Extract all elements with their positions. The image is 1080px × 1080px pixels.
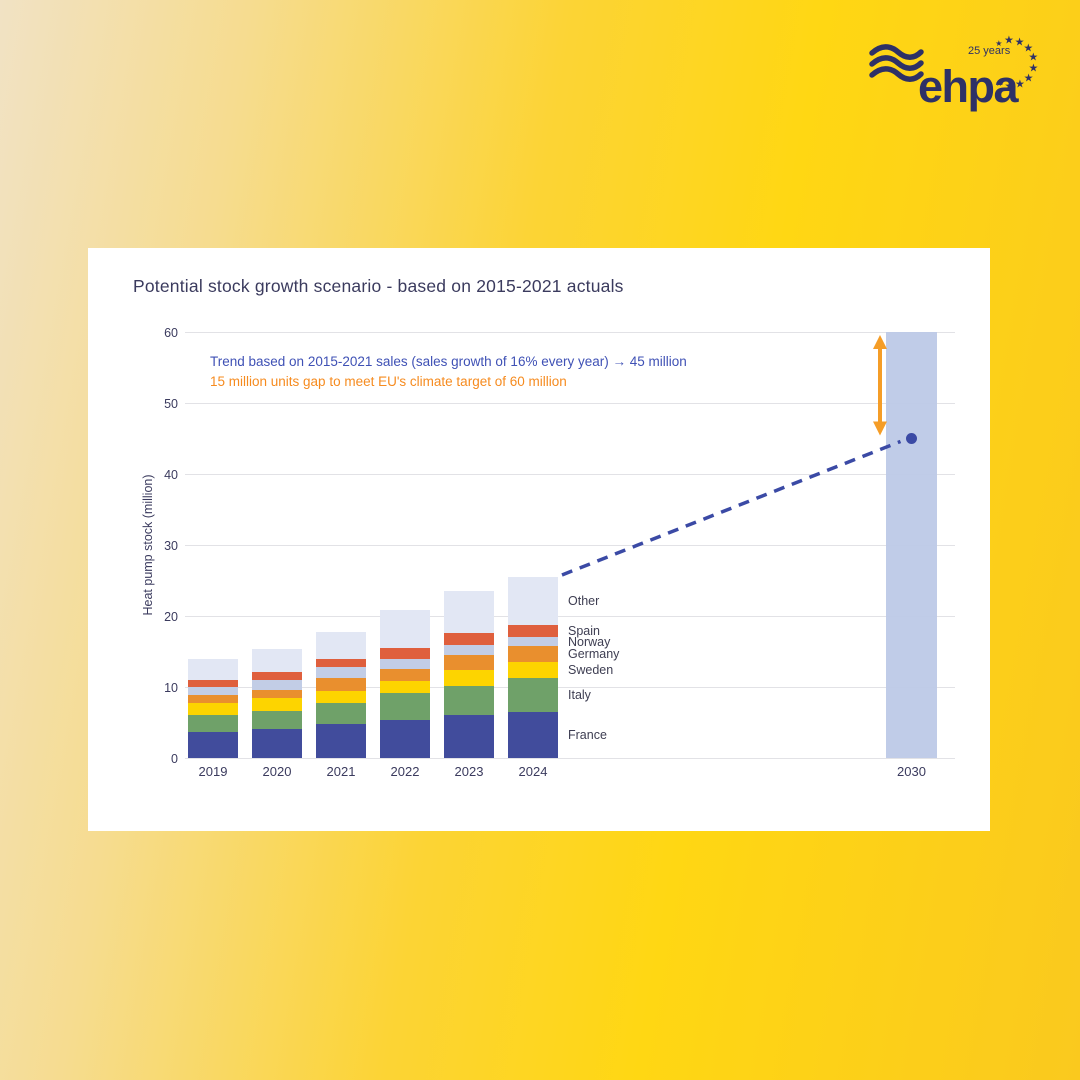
bar-segment-germany-2023 <box>444 655 494 670</box>
eu-star-icon: ★ <box>1028 51 1039 64</box>
y-tick-label: 30 <box>164 538 178 553</box>
gridline-20 <box>185 616 955 617</box>
bar-segment-spain-2021 <box>316 658 366 668</box>
x-tick-label-2019: 2019 <box>198 764 228 779</box>
projection-bar-2030 <box>886 332 937 758</box>
y-tick-label: 20 <box>164 609 178 624</box>
bar-segment-sweden-2023 <box>444 669 494 686</box>
eu-star-icon: ★ <box>995 39 1003 49</box>
bar-segment-france-2020 <box>252 728 302 758</box>
eu-star-icon: ★ <box>1023 72 1034 85</box>
bar-segment-norway-2019 <box>188 687 238 695</box>
bar-segment-spain-2019 <box>188 679 238 687</box>
ehpa-logo: ehpa 25 years ★ ★ ★ ★ ★ ★ ★ ★ ★ ★ <box>868 28 1048 112</box>
bar-segment-sweden-2024 <box>508 662 558 679</box>
eu-star-icon: ★ <box>1023 42 1034 55</box>
bar-segment-italy-2019 <box>188 715 238 733</box>
bar-segment-other-2024 <box>508 576 558 625</box>
chart-title: Potential stock growth scenario - based … <box>133 276 624 296</box>
y-tick-label: 40 <box>164 467 178 482</box>
x-tick-label-2023: 2023 <box>454 764 484 779</box>
eu-star-icon: ★ <box>1028 62 1039 75</box>
bar-segment-sweden-2019 <box>188 702 238 716</box>
legend-label-germany: Germany <box>568 646 620 661</box>
bar-segment-france-2021 <box>316 723 366 758</box>
bar-segment-italy-2024 <box>508 678 558 712</box>
bar-segment-france-2023 <box>444 714 494 758</box>
bar-segment-sweden-2020 <box>252 698 302 712</box>
bar-segment-sweden-2021 <box>316 691 366 704</box>
bar-segment-spain-2024 <box>508 624 558 638</box>
gridline-60 <box>185 332 955 333</box>
eu-star-icon: ★ <box>1015 78 1025 91</box>
legend-label-italy: Italy <box>568 688 591 703</box>
legend-label-sweden: Sweden <box>568 663 614 678</box>
bar-segment-france-2022 <box>380 720 430 758</box>
logo-anniversary-text: 25 years <box>968 45 1011 57</box>
legend-label-france: France <box>568 727 607 742</box>
bar-segment-germany-2020 <box>252 689 302 699</box>
bar-segment-spain-2023 <box>444 633 494 646</box>
legend-label-norway: Norway <box>568 634 611 649</box>
gridline-10 <box>185 687 955 688</box>
gridline-0 <box>185 758 955 759</box>
bar-segment-other-2023 <box>444 591 494 634</box>
bar-segment-germany-2022 <box>380 668 430 682</box>
annotation-trend: Trend based on 2015-2021 sales (sales gr… <box>210 354 687 369</box>
bar-segment-other-2019 <box>188 658 238 680</box>
legend-label-spain: Spain <box>568 623 600 638</box>
bar-segment-italy-2022 <box>380 693 430 721</box>
y-tick-label: 60 <box>164 325 178 340</box>
eu-star-icon: ★ <box>1014 36 1025 49</box>
y-tick-label: 0 <box>171 751 178 766</box>
bar-segment-germany-2021 <box>316 678 366 692</box>
eu-star-icon: ★ <box>1004 34 1014 47</box>
eu-star-icon: ★ <box>1004 80 1015 93</box>
x-tick-label-2024: 2024 <box>518 764 548 779</box>
annotation-gap: 15 million units gap to meet EU's climat… <box>210 374 567 389</box>
bar-segment-italy-2020 <box>252 711 302 729</box>
bar-segment-norway-2021 <box>316 667 366 679</box>
x-tick-label-2021: 2021 <box>326 764 356 779</box>
bar-segment-other-2022 <box>380 610 430 648</box>
bar-segment-other-2020 <box>252 648 302 673</box>
x-tick-label-2022: 2022 <box>390 764 420 779</box>
bar-segment-spain-2022 <box>380 647 430 660</box>
logo-brand-text: ehpa <box>918 61 1019 112</box>
bar-segment-norway-2022 <box>380 659 430 669</box>
bar-segment-france-2024 <box>508 711 558 758</box>
bar-segment-france-2019 <box>188 732 238 758</box>
bar-segment-norway-2020 <box>252 679 302 690</box>
bar-segment-germany-2024 <box>508 645 558 663</box>
gridline-50 <box>185 403 955 404</box>
x-tick-label-2030: 2030 <box>897 764 926 779</box>
gridline-40 <box>185 474 955 475</box>
y-tick-label: 50 <box>164 396 178 411</box>
bar-segment-germany-2019 <box>188 694 238 703</box>
bar-segment-other-2021 <box>316 632 366 659</box>
bar-segment-italy-2021 <box>316 703 366 724</box>
bar-segment-sweden-2022 <box>380 681 430 694</box>
bar-segment-spain-2020 <box>252 672 302 680</box>
x-tick-label-2020: 2020 <box>262 764 292 779</box>
gridline-30 <box>185 545 955 546</box>
bar-segment-norway-2023 <box>444 645 494 656</box>
legend-label-other: Other <box>568 593 600 608</box>
bar-segment-italy-2023 <box>444 685 494 715</box>
eu-star-icon: ★ <box>995 78 1003 88</box>
bar-segment-norway-2024 <box>508 637 558 646</box>
y-tick-label: 10 <box>164 680 178 695</box>
